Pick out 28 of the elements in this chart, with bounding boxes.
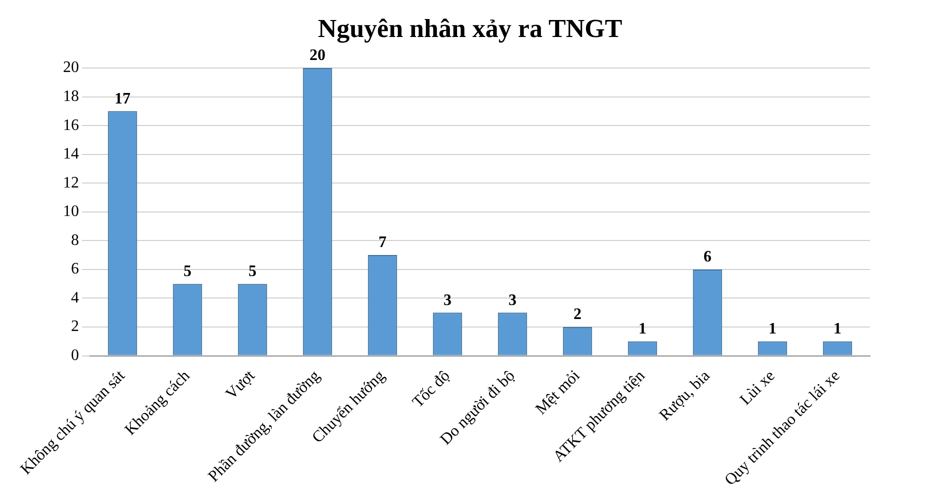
y-tick-label: 14	[63, 146, 79, 163]
y-tick-label: 16	[63, 116, 79, 134]
y-tick-label: 4	[71, 289, 79, 306]
y-tick-label: 10	[63, 203, 79, 220]
y-tick-label: 0	[71, 346, 79, 364]
y-tick-label: 20	[63, 59, 79, 76]
x-tick-label: Mệt mỏi	[532, 366, 584, 418]
data-label: 2	[574, 306, 582, 324]
data-label: 5	[248, 262, 256, 280]
x-tick-label: Lùi xe	[737, 367, 778, 409]
data-label: 17	[114, 90, 130, 108]
y-tick-label: 8	[71, 232, 79, 249]
chart-title: Nguyên nhân xảy ra TNGT	[316, 14, 624, 45]
data-label: 7	[378, 234, 386, 252]
x-tick-label: Tốc độ	[410, 367, 454, 412]
data-label: 1	[768, 320, 776, 338]
data-label: 3	[508, 292, 516, 309]
data-label: 20	[310, 47, 326, 64]
y-tick-label: 18	[63, 88, 79, 105]
y-tick-label: 12	[63, 174, 79, 192]
y-tick-label: 6	[71, 260, 79, 278]
y-tick-label: 2	[71, 318, 79, 336]
data-label: 6	[704, 248, 712, 266]
data-label: 1	[834, 320, 842, 338]
data-label: 3	[444, 292, 452, 309]
data-label: 1	[638, 320, 646, 338]
data-label: 5	[184, 262, 192, 280]
x-tick-label: Vượt	[222, 366, 259, 403]
